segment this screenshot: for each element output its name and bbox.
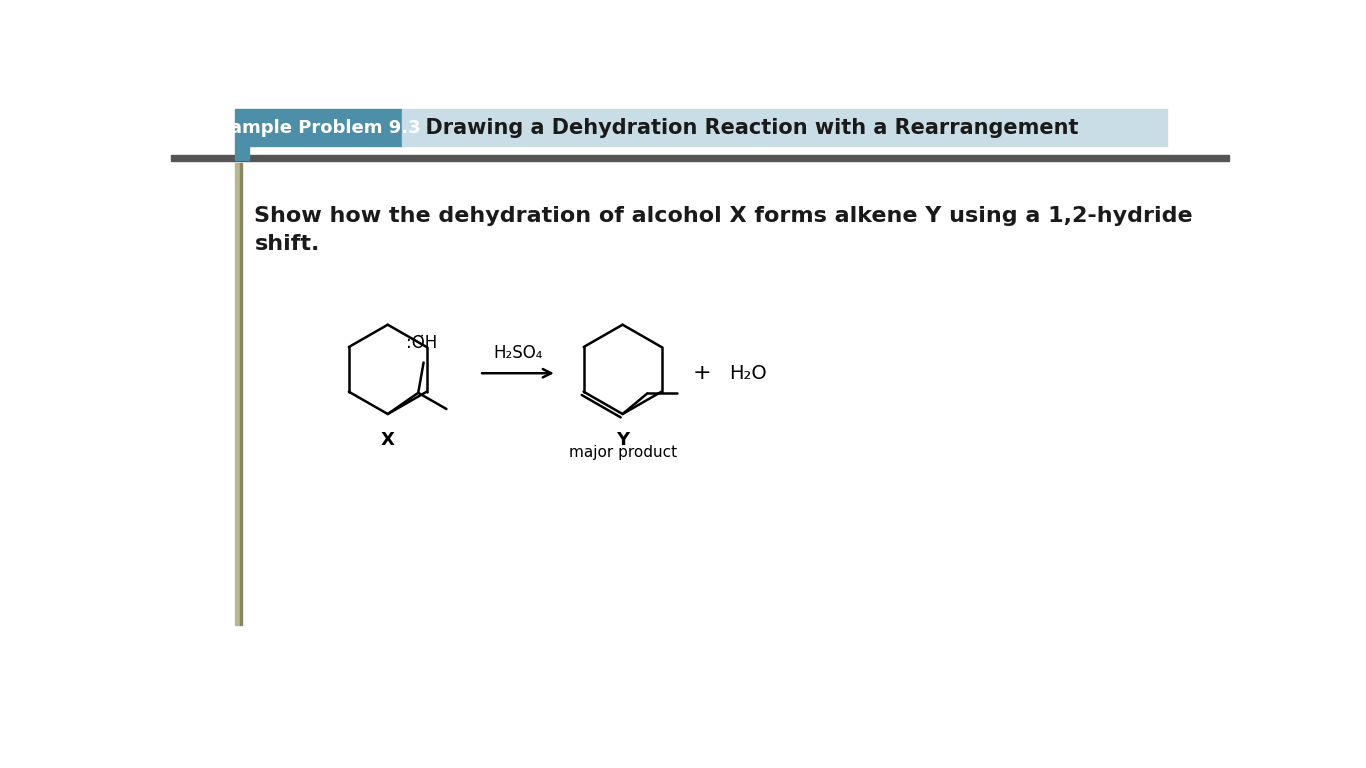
Bar [235, 146, 249, 160]
Text: :ÖH: :ÖH [407, 334, 437, 352]
Text: X: X [381, 431, 395, 449]
Text: Sample Problem 9.3: Sample Problem 9.3 [217, 118, 421, 137]
Bar [235, 109, 402, 146]
Bar [402, 109, 1168, 146]
Text: H₂SO₄: H₂SO₄ [493, 344, 542, 362]
Text: H₂O: H₂O [729, 364, 768, 382]
Bar [239, 163, 242, 625]
Text: Y: Y [616, 431, 630, 449]
Text: +: + [693, 363, 712, 383]
Bar [171, 155, 1229, 161]
Text: Drawing a Dehydration Reaction with a Rearrangement: Drawing a Dehydration Reaction with a Re… [411, 118, 1079, 137]
Text: major product: major product [568, 445, 676, 460]
Bar [235, 163, 239, 625]
Text: Show how the dehydration of alcohol X forms alkene Y using a 1,2-hydride
shift.: Show how the dehydration of alcohol X fo… [254, 206, 1193, 254]
